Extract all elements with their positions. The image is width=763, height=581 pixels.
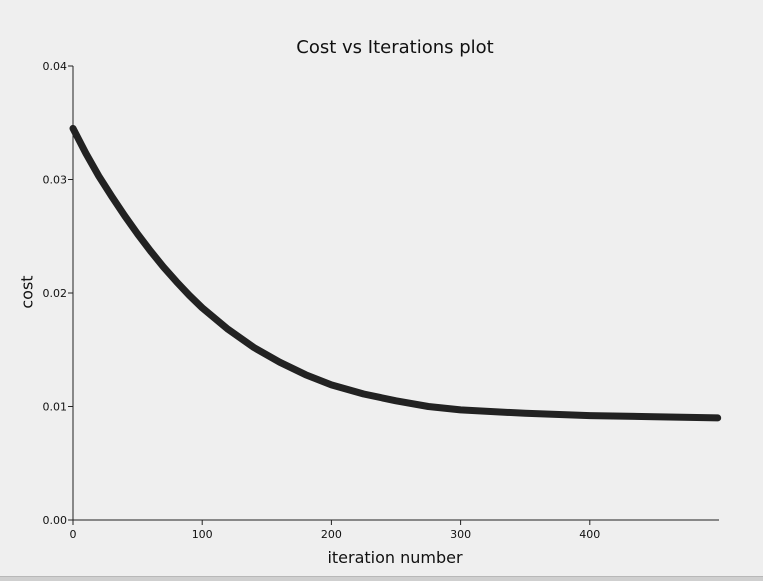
- y-tick-label: 0.03: [43, 174, 68, 187]
- data-point: [225, 326, 231, 332]
- data-point: [458, 407, 464, 413]
- y-tick-label: 0.02: [43, 287, 68, 300]
- series-line: [69, 124, 722, 422]
- window-bottom-edge: [0, 576, 763, 581]
- data-point: [651, 414, 657, 420]
- x-tick-label: 200: [321, 528, 342, 541]
- chart-title: Cost vs Iterations plot: [296, 37, 494, 58]
- x-axis-label: iteration number: [327, 548, 463, 567]
- data-point: [587, 413, 593, 419]
- y-tick-label: 0.00: [43, 514, 68, 527]
- data-point: [122, 213, 128, 219]
- data-point: [251, 344, 257, 350]
- data-point: [173, 279, 179, 285]
- data-point: [160, 264, 166, 270]
- data-point: [199, 305, 205, 311]
- data-point: [109, 194, 115, 200]
- series-group: [69, 124, 722, 422]
- ticks: 0.00 0.01 0.02 0.03 0.04 0 100 200 300 400: [43, 60, 601, 541]
- x-tick-label: 300: [450, 528, 471, 541]
- data-point: [186, 292, 192, 298]
- data-point: [96, 173, 102, 179]
- data-point: [393, 398, 399, 404]
- x-tick-label: 0: [70, 528, 77, 541]
- axes: [72, 66, 719, 521]
- x-tick-label: 400: [579, 528, 600, 541]
- data-point: [361, 391, 367, 397]
- x-tick-label: 100: [192, 528, 213, 541]
- data-point: [425, 404, 431, 409]
- data-point: [522, 410, 528, 416]
- data-point: [83, 150, 89, 156]
- data-point: [328, 382, 334, 388]
- y-tick-label: 0.04: [43, 60, 68, 73]
- y-tick-label: 0.01: [43, 401, 68, 414]
- data-point: [277, 359, 283, 365]
- data-point: [715, 415, 721, 421]
- data-point: [303, 372, 309, 378]
- data-point: [135, 231, 141, 237]
- data-point: [148, 248, 154, 254]
- data-point: [70, 125, 76, 131]
